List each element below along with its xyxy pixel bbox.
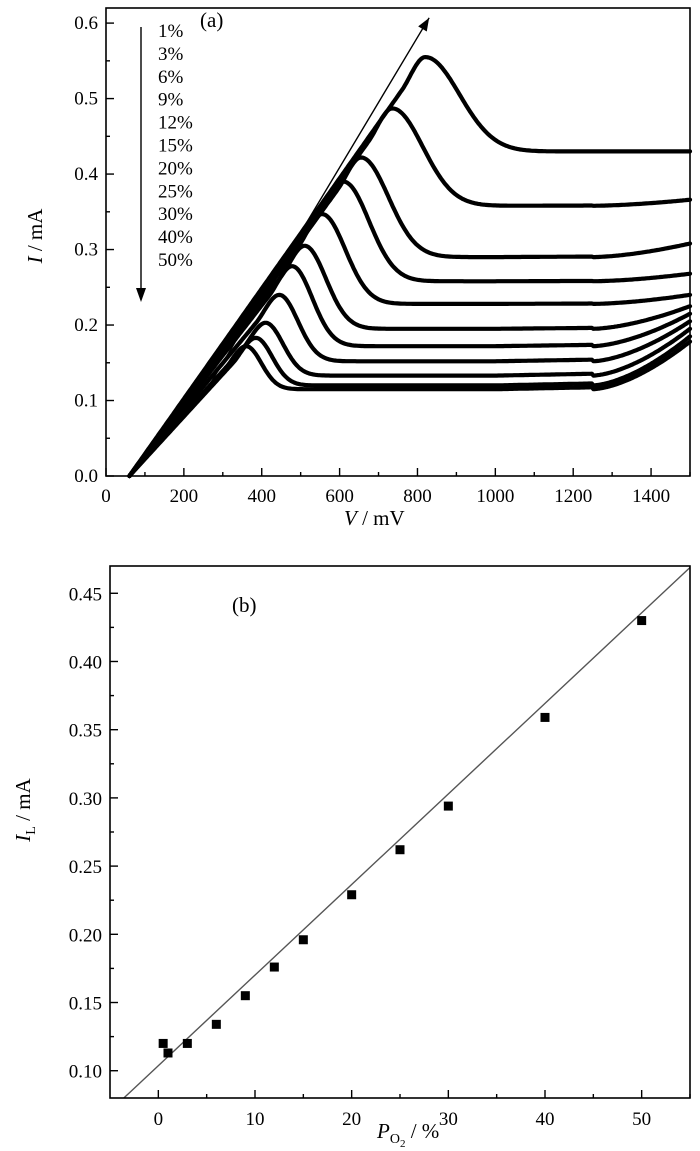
b-y-axis-label: IL / mA	[11, 777, 39, 842]
a-x-tick-label: 200	[170, 486, 199, 507]
a-x-tick-label: 400	[247, 486, 276, 507]
b-data-point	[158, 1038, 168, 1048]
b-x-tick-label: 50	[632, 1109, 651, 1130]
b-x-tick-label: 40	[536, 1109, 555, 1130]
a-series-6%	[127, 320, 693, 479]
a-legend-entry: 1%	[158, 21, 184, 42]
a-y-tick-label: 0.4	[74, 164, 98, 185]
b-x-var: P	[376, 1119, 390, 1143]
a-x-tick-label: 1200	[554, 486, 592, 507]
a-legend-entry: 30%	[158, 204, 193, 225]
a-legend-entry: 9%	[158, 90, 184, 111]
b-data-point	[298, 935, 308, 945]
b-y-sub: L	[24, 826, 39, 835]
b-data-point	[269, 962, 279, 972]
a-x-tick-label: 800	[403, 486, 432, 507]
b-x-sub: O	[390, 1132, 400, 1147]
a-x-ticks: 0 200 400 600 800 1000 1200 1400	[101, 468, 691, 507]
a-y-unit: / mA	[23, 208, 47, 257]
a-legend-entry: 12%	[158, 113, 193, 134]
a-x-tick-label: 1000	[476, 486, 514, 507]
b-data-point	[443, 801, 453, 811]
a-legend-entry: 15%	[158, 136, 193, 157]
panel-b: 0 10 20 30 40 50 0.10 0.15 0.20 0.25 0.30 0.35 0.40…	[11, 565, 691, 1150]
b-y-tick-label: 0.45	[69, 584, 102, 605]
a-legend-entry: 20%	[158, 158, 193, 179]
a-y-ticks: 0.0 0.1 0.2 0.3 0.4 0.5 0.6	[74, 13, 114, 487]
b-y-tick-label: 0.10	[69, 1062, 102, 1083]
a-y-tick-label: 0.6	[74, 13, 98, 34]
a-plot-frame	[105, 7, 691, 477]
a-legend-entry: 25%	[158, 181, 193, 202]
b-data-point	[540, 712, 550, 722]
b-x-tick-label: 30	[439, 1109, 458, 1130]
panel-a: 0 200 400 600 800 1000 1200 1400 0.00.10.20.30.…	[23, 7, 693, 530]
a-x-var: V	[344, 506, 359, 530]
b-y-ticks: 0.10 0.15 0.20 0.25 0.30 0.35 0.40 0.45	[69, 584, 118, 1083]
b-data-point	[637, 616, 647, 626]
a-y-axis-label: I / mA	[23, 208, 47, 265]
a-series-15%	[127, 243, 693, 479]
a-y-var: I	[23, 255, 47, 264]
a-legend-entry: 50%	[158, 250, 193, 271]
a-legend-entry: 40%	[158, 227, 193, 248]
b-points	[158, 616, 647, 1058]
b-x-tick-label: 0	[154, 1109, 164, 1130]
a-legend: 1%3%6%9%12%15%20%25%30%40%50%	[158, 21, 193, 271]
b-y-var: I	[11, 834, 35, 843]
a-y-tick-label: 0.3	[74, 240, 98, 261]
b-data-point	[347, 890, 357, 900]
b-data-point	[240, 991, 250, 1001]
a-legend-entry: 6%	[158, 67, 184, 88]
a-curves	[127, 54, 693, 479]
b-data-point	[182, 1038, 192, 1048]
b-x-axis-label: PO2 / %	[376, 1119, 439, 1150]
a-series-50%	[127, 54, 693, 479]
a-y-tick-label: 0.2	[74, 315, 98, 336]
b-data-point	[211, 1019, 221, 1029]
b-y-tick-label: 0.35	[69, 721, 102, 742]
b-y-tick-label: 0.30	[69, 789, 102, 810]
a-x-tick-label: 600	[325, 486, 354, 507]
b-fit-line	[123, 566, 691, 1099]
a-x-axis-label: V / mV	[344, 506, 405, 530]
a-trend-arrow-head	[418, 17, 430, 32]
b-panel-label: (b)	[232, 593, 257, 617]
a-x-tick-label: 0	[101, 486, 111, 507]
b-y-tick-label: 0.40	[69, 652, 102, 673]
a-y-tick-label: 0.1	[74, 391, 98, 412]
b-plot-frame	[109, 565, 691, 1099]
b-y-tick-label: 0.20	[69, 925, 102, 946]
b-x-tick-label: 20	[342, 1109, 361, 1130]
a-x-tick-label: 1400	[632, 486, 670, 507]
a-y-tick-label: 0.5	[74, 89, 98, 110]
a-legend-arrow-head	[136, 288, 146, 302]
a-panel-label: (a)	[200, 8, 223, 32]
b-y-tick-label: 0.25	[69, 857, 102, 878]
b-y-tick-label: 0.15	[69, 994, 102, 1015]
a-y-tick-label: 0.0	[74, 466, 98, 487]
b-data-point	[163, 1048, 173, 1058]
a-legend-entry: 3%	[158, 44, 184, 65]
b-x-ticks: 0 10 20 30 40 50	[154, 1090, 691, 1130]
a-trend-arrow	[202, 17, 430, 396]
b-data-point	[395, 845, 405, 855]
a-x-unit: / mV	[357, 506, 405, 530]
b-x-subsub: 2	[400, 1138, 406, 1150]
b-x-unit: / %	[405, 1119, 439, 1143]
b-y-unit: / mA	[11, 777, 35, 826]
b-x-tick-label: 10	[246, 1109, 265, 1130]
a-series-40%	[127, 106, 693, 479]
